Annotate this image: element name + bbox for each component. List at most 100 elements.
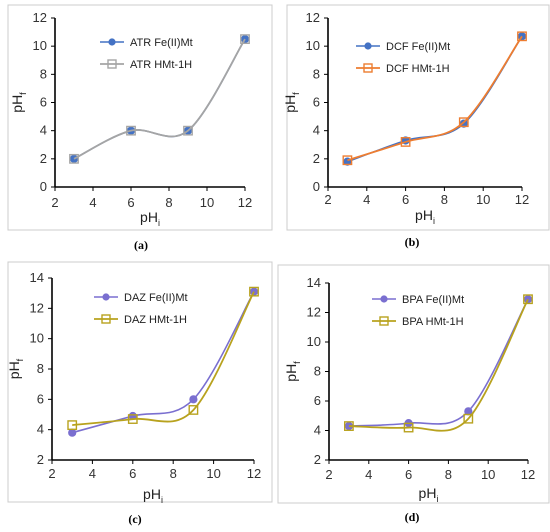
- data-point-square: [344, 421, 354, 431]
- x-tick-label: 2: [324, 192, 331, 207]
- y-tick-label: 6: [313, 95, 320, 110]
- x-tick-label: 8: [170, 466, 177, 481]
- y-tick-label: 2: [314, 452, 321, 467]
- y-tick-label: 4: [40, 123, 47, 138]
- y-axis-title-sub: f: [18, 92, 28, 95]
- y-axis-title-main: pH: [283, 364, 299, 382]
- legend-marker-circle: [108, 38, 116, 46]
- y-tick-label: 14: [307, 275, 321, 290]
- x-tick-label: 12: [238, 195, 252, 210]
- y-tick-label: 4: [314, 423, 321, 438]
- x-tick-label: 2: [48, 466, 55, 481]
- x-tick-label: 12: [515, 192, 529, 207]
- x-axis-title-sub: i: [158, 218, 160, 228]
- data-point-square: [69, 153, 79, 164]
- y-axis-title: pHf: [282, 92, 301, 113]
- x-tick-label: 4: [89, 466, 96, 481]
- legend-marker-circle: [102, 293, 110, 301]
- y-axis-title: pHf: [283, 361, 302, 382]
- series-line-2: [72, 291, 255, 427]
- data-point-circle: [523, 295, 533, 304]
- x-tick-label: 10: [206, 466, 220, 481]
- panel-frame: [7, 261, 273, 503]
- y-tick-label: 14: [30, 270, 44, 285]
- x-axis-title-sub: i: [161, 495, 163, 505]
- legend-label-1: DAZ Fe(II)Mt: [124, 292, 188, 304]
- series-line-1: [71, 291, 255, 434]
- y-axis-title-main: pH: [6, 361, 22, 379]
- data-point-square: [342, 155, 353, 166]
- x-tick-label: 10: [481, 467, 495, 482]
- data-point-circle: [68, 428, 77, 437]
- x-tick-label: 8: [445, 467, 452, 482]
- y-tick-label: 8: [314, 364, 321, 379]
- y-tick-label: 12: [33, 10, 47, 25]
- panel-caption: (b): [405, 235, 420, 249]
- y-tick-label: 0: [313, 179, 320, 194]
- panel-caption: (c): [128, 512, 141, 526]
- y-tick-label: 2: [313, 151, 320, 166]
- y-axis-title-sub: f: [292, 361, 302, 364]
- legend-label-1: DCF Fe(II)Mt: [386, 41, 450, 53]
- y-tick-label: 0: [40, 179, 47, 194]
- x-tick-label: 2: [325, 467, 332, 482]
- data-point-square: [517, 31, 527, 42]
- legend-marker-circle: [380, 295, 388, 303]
- series-line-1: [73, 38, 246, 160]
- panel-frame: [277, 264, 550, 504]
- y-tick-label: 12: [307, 305, 321, 320]
- x-tick-label: 4: [363, 192, 370, 207]
- y-tick-label: 6: [314, 393, 321, 408]
- legend-marker-circle: [364, 42, 372, 50]
- x-axis-title-main: pH: [140, 209, 158, 225]
- x-axis-title-sub: i: [436, 494, 438, 504]
- y-tick-label: 10: [306, 38, 320, 53]
- x-tick-label: 12: [247, 466, 261, 481]
- data-point-square: [126, 125, 136, 136]
- y-axis-title-sub: f: [15, 358, 25, 361]
- y-tick-label: 4: [37, 422, 44, 437]
- x-axis-title-sub: i: [433, 216, 435, 226]
- legend-label-2: BPA HMt-1H: [402, 316, 464, 328]
- y-axis-title: pHf: [9, 92, 28, 113]
- data-point-circle: [189, 395, 198, 404]
- x-tick-label: 6: [402, 192, 409, 207]
- legend-label-2: DCF HMt-1H: [386, 63, 450, 75]
- data-point-square: [523, 294, 533, 305]
- x-tick-label: 4: [365, 467, 372, 482]
- y-tick-label: 6: [40, 95, 47, 110]
- x-axis-title-main: pH: [415, 207, 433, 223]
- x-tick-label: 6: [127, 195, 134, 210]
- x-tick-label: 10: [200, 195, 214, 210]
- legend-marker-square: [379, 316, 389, 326]
- x-tick-label: 6: [129, 466, 136, 481]
- y-tick-label: 8: [37, 361, 44, 376]
- x-axis-title: pHi: [415, 207, 435, 226]
- x-tick-label: 8: [441, 192, 448, 207]
- y-axis-title-sub: f: [291, 92, 301, 95]
- x-axis-title: pHi: [143, 486, 163, 505]
- panel-caption: (d): [405, 510, 420, 524]
- x-tick-label: 2: [51, 195, 58, 210]
- x-axis-title-main: pH: [419, 485, 437, 501]
- x-tick-label: 10: [476, 192, 490, 207]
- panel-frame: [286, 4, 550, 231]
- y-tick-label: 8: [313, 66, 320, 81]
- y-tick-label: 2: [37, 452, 44, 467]
- x-axis-title-main: pH: [143, 486, 161, 502]
- data-point-square: [67, 420, 78, 431]
- data-point-square: [458, 117, 469, 128]
- x-tick-label: 12: [521, 467, 535, 482]
- data-point-square: [183, 125, 193, 136]
- y-tick-label: 10: [33, 38, 47, 53]
- legend-marker-square: [363, 63, 373, 73]
- x-tick-label: 8: [165, 195, 172, 210]
- y-tick-label: 6: [37, 391, 44, 406]
- y-tick-label: 12: [306, 10, 320, 25]
- series-line-2: [347, 35, 523, 162]
- y-tick-label: 4: [313, 123, 320, 138]
- y-tick-label: 10: [307, 334, 321, 349]
- legend-label-1: BPA Fe(II)Mt: [402, 294, 464, 306]
